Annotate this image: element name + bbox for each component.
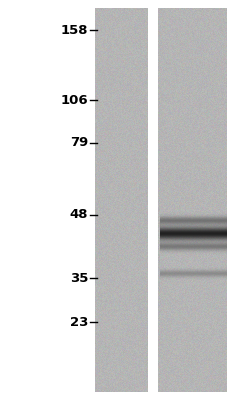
Text: 48: 48 <box>69 208 88 222</box>
Text: 35: 35 <box>69 272 88 284</box>
Text: 106: 106 <box>60 94 88 106</box>
Text: 23: 23 <box>69 316 88 328</box>
Text: 158: 158 <box>60 24 88 36</box>
Text: 79: 79 <box>69 136 88 150</box>
